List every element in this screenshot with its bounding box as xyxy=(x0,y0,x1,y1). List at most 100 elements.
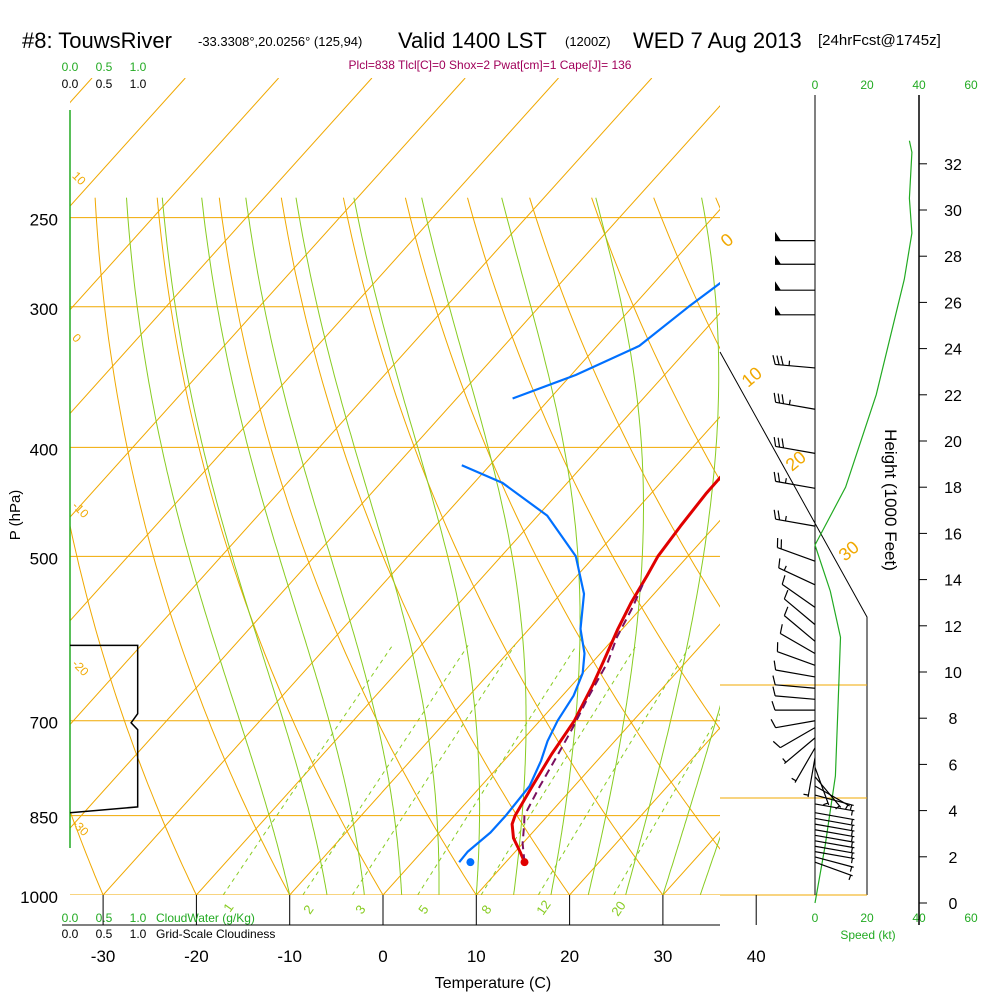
moist-adiabat-line xyxy=(501,197,581,895)
dry-adiabat-line xyxy=(94,197,291,895)
dry-adiabat-line xyxy=(156,197,384,895)
cloudwater-top-tick: 1.0 xyxy=(130,60,147,74)
sounding-series xyxy=(458,281,720,863)
dry-adiabat-line xyxy=(404,197,720,850)
x-tick-label: 10 xyxy=(467,947,486,966)
wind-barb-staff xyxy=(775,363,816,369)
wind-barb xyxy=(778,558,816,586)
station-name: #8: TouwsRiver xyxy=(22,28,172,53)
wind-barb-feather xyxy=(773,509,777,520)
cloudiness-top-tick: 1.0 xyxy=(130,77,147,91)
wind-barb-half-feather xyxy=(848,874,852,881)
x-tick-label: -20 xyxy=(184,947,209,966)
wind-barb-flag xyxy=(775,231,781,241)
cloudwater-top-tick: 0.0 xyxy=(62,60,79,74)
isotherm-line xyxy=(70,105,720,829)
x-tick-label: 20 xyxy=(560,947,579,966)
wind-barb-flag xyxy=(775,255,781,265)
wind-barb xyxy=(814,803,855,816)
wind-barb-flag xyxy=(775,305,781,315)
wind-barb xyxy=(775,231,815,242)
cloudiness-label: Grid-Scale Cloudiness xyxy=(156,927,275,941)
dry-adiabat-label: 10 xyxy=(738,363,766,391)
dewpoint-line xyxy=(512,281,720,400)
cloudiness-top-tick: 0.5 xyxy=(96,77,113,91)
moist-adiabat-line xyxy=(625,197,720,895)
wind-barb-half-feather xyxy=(844,804,849,810)
wind-barb xyxy=(791,747,816,783)
wind-barb-feather xyxy=(783,606,789,616)
speed-top-tick: 0 xyxy=(812,78,819,92)
dry-adiabat-label: 30 xyxy=(835,537,863,565)
mixing-ratio-line xyxy=(302,645,469,895)
height-tick-label: 4 xyxy=(949,804,958,821)
wind-barb xyxy=(772,355,816,369)
speed-bottom-tick: 20 xyxy=(860,911,874,925)
wind-barb xyxy=(773,471,816,489)
isotherm-line xyxy=(569,727,720,895)
surface-dewpoint-dot xyxy=(466,858,475,867)
height-tick-label: 16 xyxy=(944,526,962,543)
moist-adiabat-line xyxy=(295,197,440,895)
isotherm-label: -10 xyxy=(69,499,91,521)
forecast-date: WED 7 Aug 2013 xyxy=(633,28,802,53)
moist-adiabat-line xyxy=(587,197,644,895)
dry-adiabat-label: 0 xyxy=(717,229,738,251)
wind-barbs xyxy=(770,231,855,881)
isotherm-label: 0 xyxy=(69,331,84,346)
isotherm-line xyxy=(70,78,93,104)
wind-barb-staff xyxy=(780,632,816,655)
height-tick-label: 2 xyxy=(949,850,958,867)
wind-barb xyxy=(773,392,816,410)
wind-barb-half-feather xyxy=(788,399,791,405)
wind-barb xyxy=(814,823,855,836)
mixing-ratio-line xyxy=(222,645,393,895)
wind-barb xyxy=(781,575,816,608)
wind-barb xyxy=(773,509,816,527)
wind-barb-half-feather xyxy=(783,565,787,571)
wind-barb-half-feather xyxy=(784,515,787,522)
isotherm-label: -30 xyxy=(69,817,91,839)
wind-barb-staff xyxy=(814,785,850,807)
cloudwater-bottom-tick: 0.0 xyxy=(62,911,79,925)
cloudiness-bottom-tick: 0.0 xyxy=(62,927,79,941)
isotherm-line xyxy=(289,416,720,895)
cloudwater-label: CloudWater (g/Kg) xyxy=(156,911,255,925)
height-tick-label: 26 xyxy=(944,295,962,312)
cloudwater-bottom-tick: 1.0 xyxy=(130,911,147,925)
height-tick-label: 14 xyxy=(944,573,962,590)
wind-barb xyxy=(775,255,815,265)
height-tick-label: 32 xyxy=(944,157,962,174)
wind-barb-feather xyxy=(781,575,786,585)
wind-barb xyxy=(803,757,816,798)
moist-adiabat-line xyxy=(126,197,291,895)
wind-barb-feather xyxy=(781,394,785,404)
wind-barb xyxy=(814,861,853,881)
dry-adiabat-line xyxy=(467,197,720,730)
wind-barb-staff xyxy=(814,803,855,812)
wind-barb-feather xyxy=(777,393,781,404)
wind-barb-half-feather xyxy=(850,841,854,847)
x-tick-label: -10 xyxy=(277,947,302,966)
wind-barb-staff xyxy=(814,845,855,854)
wind-barb-staff xyxy=(814,767,830,806)
wind-barb xyxy=(783,606,816,642)
chart-title: #8: TouwsRiver -33.3308°,20.0256° (125,9… xyxy=(0,0,1000,60)
wind-barb-half-feather xyxy=(850,819,854,825)
wind-barb xyxy=(773,436,816,454)
valid-time: Valid 1400 LST xyxy=(398,28,547,53)
moist-adiabat-line xyxy=(161,197,328,895)
moist-adiabat-line xyxy=(699,836,720,895)
wind-barb-staff xyxy=(780,727,816,749)
wind-barb-feather xyxy=(777,510,781,520)
wind-barb-staff xyxy=(775,695,816,700)
pressure-tick-label: 1000 xyxy=(20,888,58,907)
wind-barb-staff xyxy=(783,598,816,626)
stability-params: Plcl=838 Tlcl[C]=0 Shox=2 Pwat[cm]=1 Cap… xyxy=(348,58,632,72)
height-axis-label: Height (1000 Feet) xyxy=(881,429,900,571)
wind-barb-feather xyxy=(777,472,781,483)
wind-barb-half-feather xyxy=(849,804,853,810)
wind-barb-half-feather xyxy=(850,824,854,831)
boundary-line xyxy=(719,351,868,895)
mixing-ratio-line xyxy=(351,645,516,895)
